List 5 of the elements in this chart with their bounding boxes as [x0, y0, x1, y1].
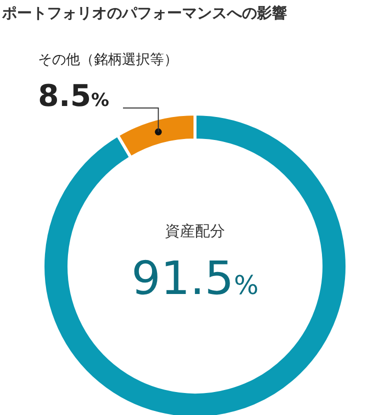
slice-label: その他（銘柄選択等） — [38, 52, 178, 68]
slice-label: 資産配分 — [165, 222, 225, 240]
chart-title: ポートフォリオのパフォーマンスへの影響 — [2, 4, 287, 23]
data-label: 91.5% — [131, 251, 259, 305]
data-label: 8.5% — [38, 79, 110, 114]
